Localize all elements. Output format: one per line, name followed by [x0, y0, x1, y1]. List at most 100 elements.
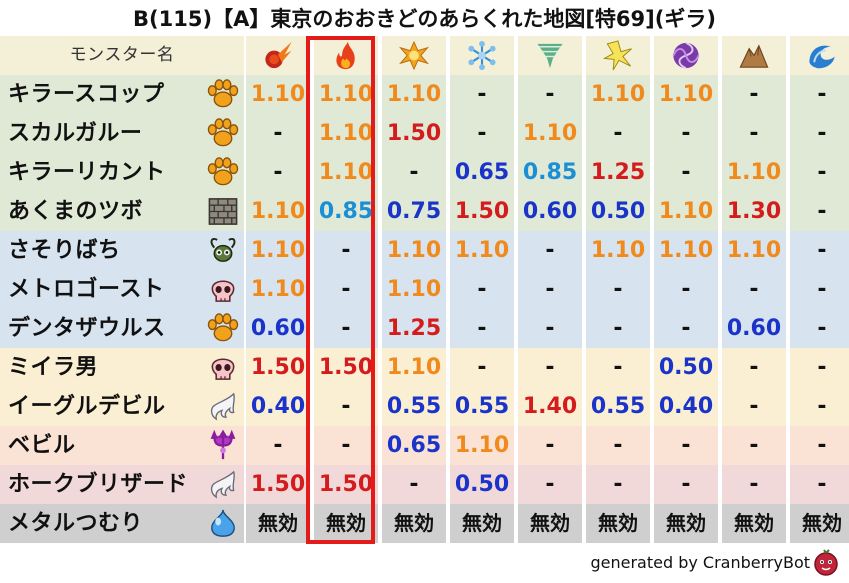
- resistance-value: -: [314, 387, 378, 426]
- resistance-value: 1.50: [314, 465, 378, 504]
- resistance-value: 1.10: [246, 231, 310, 270]
- table-row: さそりばち 1.10-1.10 1.10-1.10 1.10 1.10-: [0, 231, 849, 270]
- resistance-value: 0.55: [382, 387, 446, 426]
- resistance-value: 1.10: [586, 75, 650, 114]
- resistance-value: 無効: [246, 504, 310, 543]
- resistance-value: 1.10: [450, 426, 514, 465]
- header-element-3: [450, 36, 514, 75]
- resistance-value: 1.10: [382, 231, 446, 270]
- monster-name-label: イーグルデビル: [8, 394, 166, 419]
- resistance-value: -: [722, 426, 786, 465]
- resistance-value: -: [382, 153, 446, 192]
- resistance-value: 無効: [314, 504, 378, 543]
- resistance-value: -: [654, 426, 718, 465]
- resistance-value: 1.10: [518, 114, 582, 153]
- header-element-8: [790, 36, 849, 75]
- resistance-value: -: [790, 348, 849, 387]
- monster-name: メタルつむり: [0, 504, 244, 543]
- monster-name-label: キラースコップ: [8, 82, 165, 107]
- resistance-value: 1.10: [246, 270, 310, 309]
- resistance-value: 0.65: [450, 153, 514, 192]
- resistance-value: 1.50: [382, 114, 446, 153]
- header-monster-name: モンスター名: [0, 36, 244, 75]
- monster-name: イーグルデビル: [0, 387, 244, 426]
- resistance-value: 1.10: [654, 75, 718, 114]
- resistance-value: 1.30: [722, 192, 786, 231]
- monster-name-label: あくまのツボ: [8, 199, 144, 224]
- resistance-value: -: [654, 270, 718, 309]
- monster-name: キラーリカント: [0, 153, 244, 192]
- resistance-value: 1.50: [450, 192, 514, 231]
- resistance-value: -: [722, 387, 786, 426]
- page-title: B(115)【A】東京のおおきどのあらくれた地図[特69](ギラ): [133, 7, 716, 31]
- resistance-value: 1.10: [722, 153, 786, 192]
- resistance-value: 1.10: [314, 114, 378, 153]
- resistance-value: -: [790, 153, 849, 192]
- resistance-value: -: [586, 309, 650, 348]
- monster-name-label: キラーリカント: [8, 160, 166, 185]
- table-row: イーグルデビル 0.40-0.55 0.55 1.40 0.55 0.40- -: [0, 387, 849, 426]
- resistance-value: -: [654, 465, 718, 504]
- monster-name-label: メタルつむり: [8, 511, 144, 536]
- resistance-value: -: [722, 270, 786, 309]
- resistance-value: 無効: [450, 504, 514, 543]
- resistance-value: 1.10: [246, 192, 310, 231]
- lightning-burst-icon: [602, 40, 632, 71]
- wing-icon: [210, 470, 235, 499]
- resistance-value: -: [518, 348, 582, 387]
- monster-name: ベビル: [0, 426, 244, 465]
- resistance-value: 1.50: [246, 348, 310, 387]
- brick-icon: [208, 198, 238, 225]
- resistance-value: 0.50: [586, 192, 650, 231]
- resistance-value: 1.10: [654, 231, 718, 270]
- resistance-value: -: [518, 426, 582, 465]
- resistance-value: -: [722, 75, 786, 114]
- header-element-6: [654, 36, 718, 75]
- resistance-value: 0.60: [518, 192, 582, 231]
- monster-name-label: デンタザウルス: [8, 316, 166, 341]
- table-row: スカルガルー -1.10 1.50-1.10- - - -: [0, 114, 849, 153]
- monster-name-label: スカルガルー: [8, 121, 143, 146]
- resistance-value: 1.10: [382, 348, 446, 387]
- monster-name: あくまのツボ: [0, 192, 244, 231]
- explosion-icon: [398, 40, 430, 71]
- resistance-value: 0.55: [586, 387, 650, 426]
- resistance-value: -: [246, 114, 310, 153]
- wind-tornado-icon: [537, 43, 563, 69]
- resistance-value: -: [586, 348, 650, 387]
- resistance-value: 1.25: [586, 153, 650, 192]
- resistance-value: -: [654, 114, 718, 153]
- resistance-value: 無効: [382, 504, 446, 543]
- resistance-value: -: [654, 153, 718, 192]
- monster-name: スカルガルー: [0, 114, 244, 153]
- resistance-value: -: [586, 465, 650, 504]
- earth-rock-icon: [739, 44, 769, 68]
- resistance-value: -: [450, 270, 514, 309]
- resistance-value: -: [790, 270, 849, 309]
- resistance-value: -: [246, 426, 310, 465]
- resistance-value: -: [790, 426, 849, 465]
- header-element-0: [246, 36, 310, 75]
- resistance-value: -: [246, 153, 310, 192]
- paw-icon: [207, 79, 239, 108]
- monster-name: ホークブリザード: [0, 465, 244, 504]
- resistance-value: 1.50: [246, 465, 310, 504]
- monster-name: さそりばち: [0, 231, 244, 270]
- resistance-value: 無効: [654, 504, 718, 543]
- resistance-value: -: [790, 114, 849, 153]
- resistance-value: -: [518, 231, 582, 270]
- monster-name: キラースコップ: [0, 75, 244, 114]
- resistance-value: -: [382, 465, 446, 504]
- header-element-7: [722, 36, 786, 75]
- resistance-value: 1.50: [314, 348, 378, 387]
- resistance-value: -: [450, 114, 514, 153]
- resistance-value: 1.25: [382, 309, 446, 348]
- resistance-value: -: [450, 75, 514, 114]
- skull-icon: [211, 358, 235, 380]
- insect-icon: [210, 238, 236, 262]
- table-row: キラースコップ 1.10 1.10 1.10- -1.10 1.10- -: [0, 75, 849, 114]
- monster-name: デンタザウルス: [0, 309, 244, 348]
- header-element-4: [518, 36, 582, 75]
- resistance-value: 0.50: [450, 465, 514, 504]
- resistance-value: 0.40: [654, 387, 718, 426]
